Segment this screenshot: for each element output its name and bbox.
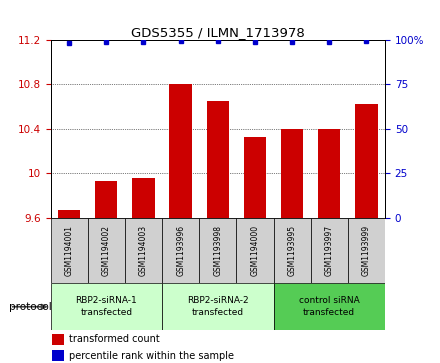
Text: RBP2-siRNA-1
transfected: RBP2-siRNA-1 transfected [75, 296, 137, 317]
Text: GSM1193995: GSM1193995 [288, 225, 297, 276]
Bar [88, 218, 125, 283]
Bar [244, 136, 266, 218]
Text: GSM1193997: GSM1193997 [325, 225, 334, 276]
Title: GDS5355 / ILMN_1713978: GDS5355 / ILMN_1713978 [131, 26, 304, 39]
Bar [51, 283, 162, 330]
Text: GSM1193996: GSM1193996 [176, 225, 185, 276]
Bar [281, 129, 303, 218]
Bar [162, 218, 199, 283]
Text: RBP2-siRNA-2
transfected: RBP2-siRNA-2 transfected [187, 296, 249, 317]
Text: transformed count: transformed count [69, 334, 160, 344]
Bar [52, 334, 64, 345]
Text: protocol: protocol [9, 302, 51, 312]
Bar [207, 101, 229, 218]
Bar [51, 218, 88, 283]
Bar [95, 181, 117, 218]
Bar [169, 84, 192, 218]
Bar [162, 283, 274, 330]
Bar [58, 210, 81, 218]
Bar [199, 218, 236, 283]
Bar [348, 218, 385, 283]
Text: GSM1194000: GSM1194000 [250, 225, 260, 276]
Text: GSM1194002: GSM1194002 [102, 225, 111, 276]
Text: percentile rank within the sample: percentile rank within the sample [69, 351, 234, 361]
Bar [52, 350, 64, 362]
Text: GSM1194003: GSM1194003 [139, 225, 148, 276]
Text: GSM1194001: GSM1194001 [65, 225, 73, 276]
Text: control siRNA
transfected: control siRNA transfected [299, 296, 359, 317]
Bar [311, 218, 348, 283]
Bar [274, 283, 385, 330]
Bar [318, 129, 341, 218]
Bar [125, 218, 162, 283]
Bar [236, 218, 274, 283]
Bar [274, 218, 311, 283]
Bar [132, 178, 154, 218]
Text: GSM1193998: GSM1193998 [213, 225, 222, 276]
Text: GSM1193999: GSM1193999 [362, 225, 371, 276]
Bar [355, 105, 378, 218]
